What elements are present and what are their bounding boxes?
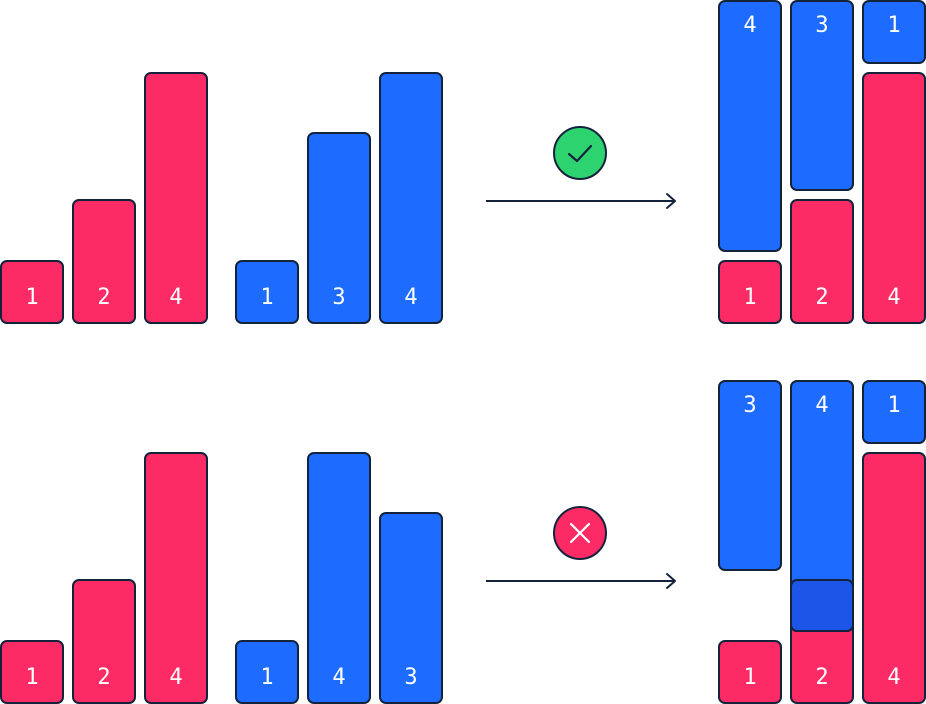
row1-blue-label-1: 1 (260, 285, 274, 310)
row2-blue-bar-1 (235, 640, 299, 704)
row2-red-label-2: 2 (97, 665, 111, 690)
row1-result-top-label-1: 4 (743, 13, 757, 38)
row2-result-bottom-label-1: 1 (743, 665, 757, 690)
row1-result-blue-bar-2 (790, 0, 854, 191)
row1-result-red-bar-3 (862, 72, 926, 324)
row2-result-blue-bar-3 (862, 380, 926, 444)
row1-red-bar-2 (72, 199, 136, 324)
collision-overlap (790, 579, 854, 632)
row1-result-bottom-label-2: 2 (815, 285, 829, 310)
check-icon (567, 144, 593, 163)
row2-red-label-3: 4 (169, 665, 183, 690)
row2-blue-bar-3 (379, 512, 443, 704)
row2-result-top-label-1: 3 (743, 393, 757, 418)
row1-blue-label-2: 3 (332, 285, 346, 310)
row2-blue-label-1: 1 (260, 665, 274, 690)
row2-result-top-label-3: 1 (887, 393, 901, 418)
row1-blue-bar-1 (235, 260, 299, 324)
row2-blue-bar-2 (307, 452, 371, 704)
row2-red-label-1: 1 (25, 665, 39, 690)
row1-red-label-2: 2 (97, 285, 111, 310)
success-badge (553, 126, 607, 180)
row1-result-bottom-label-1: 1 (743, 285, 757, 310)
row2-blue-label-2: 4 (332, 665, 346, 690)
arrow-right-icon (486, 193, 676, 209)
row2-red-bar-2 (72, 579, 136, 704)
row2-red-bar-3 (144, 452, 208, 704)
row1-blue-bar-3 (379, 72, 443, 324)
row1-red-bar-1 (0, 260, 64, 324)
row2-result-top-label-2: 4 (815, 393, 829, 418)
row1-red-bar-3 (144, 72, 208, 324)
row1-result-blue-bar-1 (718, 0, 782, 252)
row2-result-bottom-label-3: 4 (887, 665, 901, 690)
row2-result-bottom-label-2: 2 (815, 665, 829, 690)
row1-red-label-3: 4 (169, 285, 183, 310)
arrow-right-icon (486, 573, 676, 589)
row1-blue-label-3: 4 (404, 285, 418, 310)
cross-icon (569, 522, 591, 544)
row1-result-bottom-label-3: 4 (887, 285, 901, 310)
row1-result-top-label-3: 1 (887, 13, 901, 38)
row2-result-red-bar-1 (718, 640, 782, 704)
error-badge (553, 506, 607, 560)
row1-result-blue-bar-3 (862, 0, 926, 64)
row1-result-red-bar-1 (718, 260, 782, 324)
row1-result-red-bar-2 (790, 199, 854, 324)
row1-red-label-1: 1 (25, 285, 39, 310)
row2-red-bar-1 (0, 640, 64, 704)
row1-result-top-label-2: 3 (815, 13, 829, 38)
row2-result-red-bar-3 (862, 452, 926, 704)
row2-result-blue-bar-1 (718, 380, 782, 571)
row2-blue-label-3: 3 (404, 665, 418, 690)
row1-blue-bar-2 (307, 132, 371, 324)
